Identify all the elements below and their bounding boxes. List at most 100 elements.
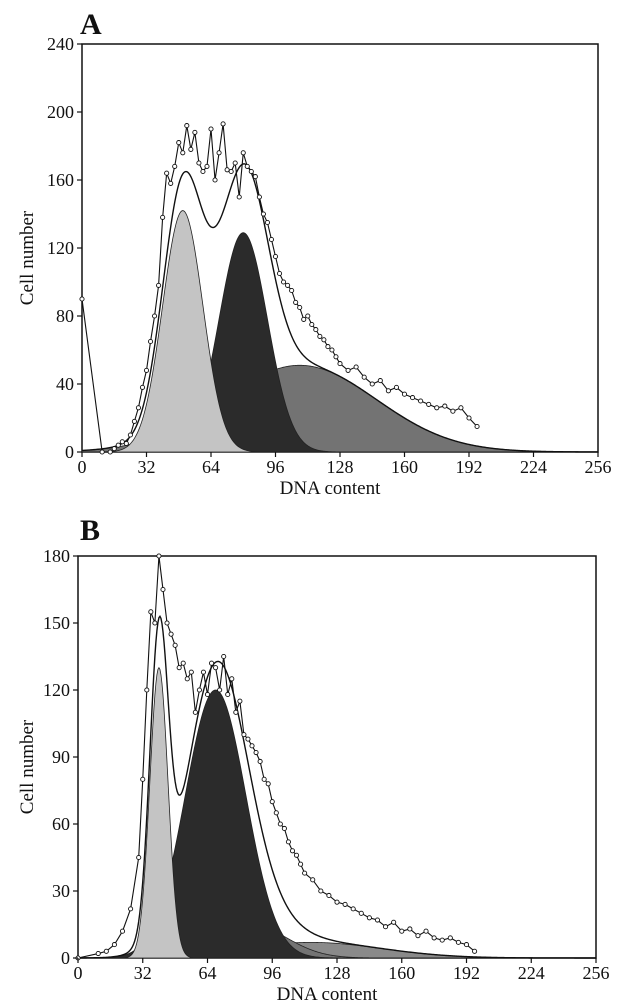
- observed-point: [180, 660, 186, 666]
- observed-point: [399, 928, 405, 934]
- observed-point: [298, 861, 304, 867]
- y-tick-label: 0: [65, 442, 74, 462]
- observed-point: [268, 236, 275, 243]
- observed-point: [426, 401, 432, 407]
- observed-point: [434, 405, 440, 411]
- observed-point: [333, 354, 339, 360]
- observed-point: [216, 150, 222, 156]
- observed-point: [423, 928, 429, 934]
- observed-point: [196, 687, 202, 693]
- observed-point: [366, 915, 372, 921]
- observed-point: [136, 854, 142, 861]
- observed-point: [156, 282, 162, 288]
- observed-point: [289, 848, 296, 854]
- observed-point: [107, 449, 113, 455]
- observed-point: [326, 892, 332, 899]
- y-tick-label: 200: [47, 102, 74, 122]
- y-tick-label: 150: [43, 613, 70, 633]
- observed-point: [329, 347, 335, 353]
- observed-point: [415, 933, 421, 939]
- observed-point: [285, 282, 291, 288]
- observed-point: [252, 174, 258, 180]
- y-tick-label: 180: [43, 546, 70, 566]
- observed-point: [318, 888, 324, 894]
- observed-point: [257, 758, 263, 765]
- observed-point: [152, 620, 158, 626]
- observed-point: [305, 313, 311, 319]
- observed-point: [192, 709, 198, 715]
- x-tick-label: 160: [388, 963, 415, 983]
- observed-point: [455, 939, 461, 945]
- observed-point: [472, 948, 478, 954]
- observed-point: [196, 160, 202, 166]
- x-tick-label: 0: [74, 963, 83, 983]
- observed-point: [233, 709, 239, 715]
- panel-label: B: [80, 514, 100, 547]
- observed-point: [272, 253, 279, 260]
- observed-point: [240, 150, 246, 156]
- observed-point: [410, 395, 416, 401]
- observed-point: [301, 316, 307, 322]
- observed-point: [111, 446, 117, 452]
- observed-point: [463, 942, 470, 948]
- observed-point: [325, 344, 331, 350]
- observed-point: [119, 928, 126, 934]
- observed-point: [261, 776, 267, 782]
- y-tick-label: 30: [52, 881, 70, 901]
- observed-point: [302, 870, 308, 876]
- y-tick-label: 120: [43, 680, 70, 700]
- y-tick-label: 0: [61, 948, 70, 968]
- observed-point: [225, 691, 231, 698]
- y-tick-label: 40: [56, 374, 74, 394]
- x-tick-label: 64: [202, 457, 220, 477]
- observed-point: [249, 743, 255, 749]
- observed-point: [164, 170, 170, 176]
- observed-point: [208, 660, 215, 666]
- observed-point: [353, 364, 359, 370]
- x-tick-label: 96: [267, 457, 285, 477]
- y-tick-label: 120: [47, 238, 74, 258]
- observed-point: [168, 631, 174, 637]
- observed-point: [119, 439, 125, 445]
- observed-point: [208, 126, 214, 132]
- observed-point: [431, 935, 437, 941]
- x-tick-label: 128: [327, 457, 354, 477]
- observed-point: [260, 211, 266, 217]
- observed-point: [188, 669, 194, 675]
- observed-point: [309, 321, 315, 328]
- observed-point: [383, 924, 389, 930]
- observed-point: [221, 653, 227, 660]
- chart-panel-a: A 0 32 64 96 128 160 192 224 256 0 40 80 120 160 200 240…: [17, 8, 612, 499]
- observed-point: [115, 442, 121, 448]
- observed-point: [269, 799, 275, 805]
- observed-point: [407, 926, 413, 932]
- chart-panel-b: B 0 32 64 96 128 160 192 224 256 0 30 60 90 120 150 180 D…: [17, 514, 610, 1003]
- observed-point: [253, 749, 259, 756]
- observed-point: [391, 919, 397, 925]
- observed-point: [256, 194, 262, 200]
- observed-point: [212, 177, 218, 183]
- x-tick-label: 64: [199, 963, 217, 983]
- observed-point: [180, 150, 186, 156]
- observed-point: [103, 948, 109, 954]
- observed-point: [310, 877, 316, 883]
- x-tick-label: 160: [391, 457, 418, 477]
- observed-point: [293, 299, 299, 305]
- observed-point: [139, 384, 146, 390]
- observed-point: [439, 937, 445, 943]
- observed-point: [160, 586, 166, 593]
- observed-point: [285, 839, 291, 845]
- y-tick-label: 90: [52, 747, 70, 767]
- observed-point: [248, 168, 254, 175]
- observed-point: [200, 669, 206, 675]
- observed-point: [237, 698, 243, 704]
- observed-point: [204, 163, 210, 169]
- observed-point: [317, 333, 323, 339]
- observed-point: [176, 665, 182, 671]
- fitted-curve: [81, 163, 599, 453]
- y-tick-label: 80: [56, 306, 74, 326]
- observed-point: [474, 423, 480, 430]
- observed-point: [224, 167, 230, 173]
- observed-point: [297, 304, 303, 311]
- observed-point: [401, 391, 408, 397]
